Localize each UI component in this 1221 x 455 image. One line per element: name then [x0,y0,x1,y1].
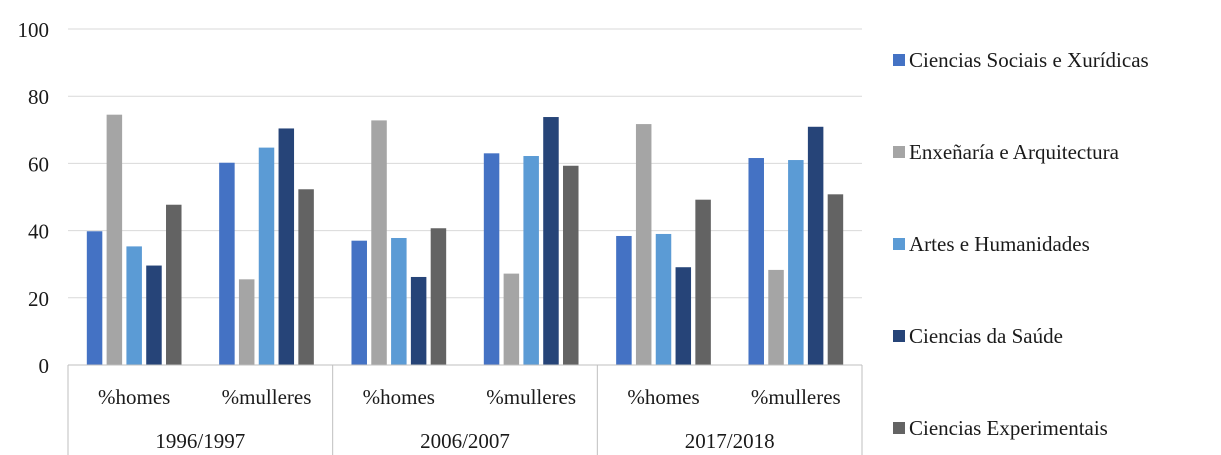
legend-swatch [893,238,905,250]
y-tick-label: 100 [18,18,50,42]
legend-swatch [893,422,905,434]
bar [278,128,295,365]
x-tick-label: %mulleres [222,385,312,409]
bar [635,124,652,365]
bar [351,240,367,365]
legend-label: Artes e Humanidades [909,231,1090,256]
legend-label: Ciencias Sociais e Xurídicas [909,47,1149,72]
bar [430,228,447,365]
y-tick-label: 40 [28,220,49,244]
bar [106,114,123,366]
x-group-label: 2006/2007 [420,429,510,453]
legend-label: Enxeñaría e Arquitectura [909,139,1119,164]
legend-item: Ciencias Sociais e Xurídicas [893,47,1149,73]
bar [768,269,784,365]
legend-label: Ciencias da Saúde [909,323,1063,348]
bar [391,237,407,365]
bar [655,233,672,365]
bar [258,147,275,365]
bar [86,231,103,365]
bar [543,117,559,365]
bar [788,160,804,365]
y-tick-label: 20 [28,287,49,311]
bar [146,265,162,365]
x-group-label: 2017/2018 [685,429,775,453]
y-tick-label: 60 [28,152,49,176]
bar [410,276,427,365]
x-group-label: 1996/1997 [155,429,245,453]
bar [298,189,314,365]
bar [503,273,520,365]
bar [483,153,500,365]
x-tick-label: %mulleres [486,385,576,409]
bar [695,199,711,365]
bar [523,156,539,365]
bar [371,120,387,365]
legend-label: Ciencias Experimentais [909,415,1108,440]
bar [126,246,142,365]
legend-item: Ciencias Experimentais [893,415,1108,441]
legend-item: Enxeñaría e Arquitectura [893,139,1119,165]
x-tick-label: %mulleres [751,385,841,409]
bar [238,279,255,365]
bar [219,162,235,365]
legend-swatch [893,54,905,66]
bar [807,126,824,365]
y-tick-label: 0 [39,354,50,378]
y-tick-label: 80 [28,85,49,109]
legend-swatch [893,330,905,342]
bar [675,267,692,365]
legend-item: Artes e Humanidades [893,231,1090,257]
x-tick-label: %homes [363,385,435,409]
x-tick-label: %homes [627,385,699,409]
legend-item: Ciencias da Saúde [893,323,1063,349]
x-tick-label: %homes [98,385,170,409]
bar [616,235,632,365]
bar [827,194,844,365]
bar [748,158,764,365]
bar [563,165,579,365]
legend-swatch [893,146,905,158]
bar [166,204,182,365]
